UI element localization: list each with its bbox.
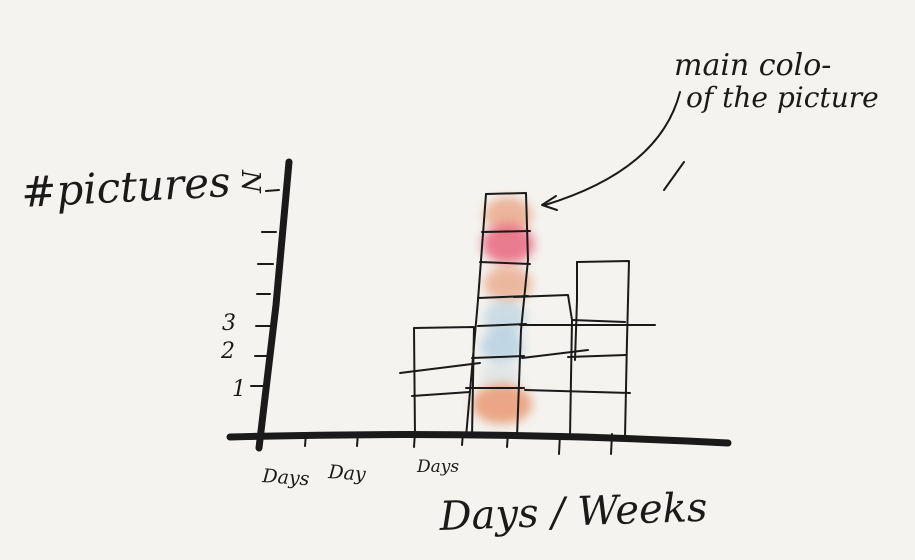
swatch-salmon-top [484,197,532,233]
bar-3-line [524,389,631,394]
x-tick-label: Day [327,461,367,486]
tall-bar-right-edge [485,192,529,438]
swatch-orange [484,266,532,302]
bar-4 [576,260,630,438]
tall-bar-line [477,323,527,327]
x-axis [226,431,732,447]
arrow-stroke-extra [663,161,685,191]
annotation-line-2: of the picture [686,81,879,114]
tall-bar-line [481,230,531,233]
bar-1 [413,326,475,438]
y-axis [255,158,293,452]
bar-3 [513,294,573,438]
tall-bar-left-edge [465,193,487,438]
bar-4-line [567,354,627,358]
swatch-lightblue [483,301,527,335]
swatch-grey [480,362,520,390]
y-tick-label: 3 [222,311,236,336]
bar-1-line [411,391,471,397]
swatch-pink [482,224,534,264]
y-tick-label: 1 [232,377,246,402]
y-axis-top-letter: N [235,169,265,194]
annotation-arrow [541,91,685,211]
arrow-shaft [544,91,681,206]
y-ticks-marks [250,189,280,387]
x-tick-label: Days [416,457,459,477]
bar-1-line [399,362,481,374]
arrow-head [541,195,558,211]
bar-4-left [574,261,578,361]
bar-4-line [571,319,626,323]
y-axis-label: #pictures [20,157,232,217]
y-tick-label: 2 [220,339,235,364]
swatch-blue [480,329,524,363]
x-axis-label: Days / Weeks [438,485,708,540]
bar-3-line [521,349,589,359]
color-swatches [472,197,534,424]
bars [399,192,656,438]
x-tick-label: Days [261,465,311,490]
tall-bar-line [471,355,525,359]
tall-bar-line [479,261,531,265]
swatch-orange-bottom [472,384,532,424]
annotation-line-1: main colo- [674,48,831,83]
